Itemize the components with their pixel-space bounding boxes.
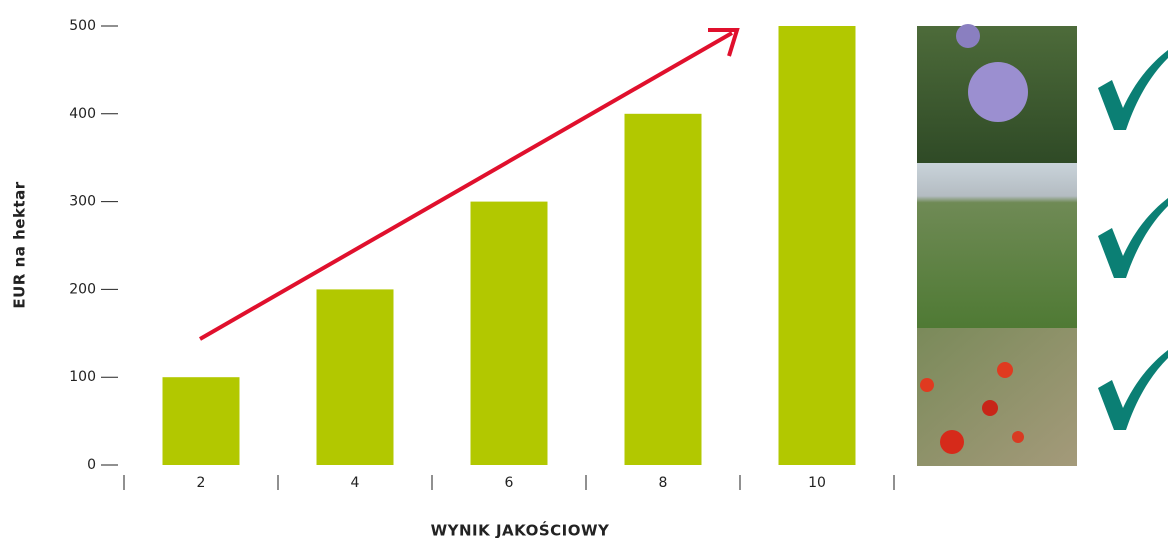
x-tick-label: 8: [659, 475, 668, 491]
trend-arrow-head: [708, 28, 740, 57]
bar: [778, 26, 856, 465]
photo-detail: [956, 24, 980, 48]
trend-arrow: [199, 31, 733, 341]
check-mark: [1098, 50, 1168, 130]
x-tick-label: 10: [808, 475, 826, 491]
photo-detail: [968, 62, 1028, 122]
check-marks: [1098, 50, 1168, 430]
photo-meadow: [917, 163, 1077, 328]
x-tick-label: 2: [197, 475, 206, 491]
photo-detail: [982, 400, 998, 416]
bar: [470, 201, 548, 465]
photo-detail: [997, 362, 1013, 378]
photo-detail: [920, 378, 934, 392]
x-tick-label: 6: [505, 475, 514, 491]
check-mark: [1098, 350, 1168, 430]
photo-detail: [940, 430, 964, 454]
y-tick-label: 400: [69, 106, 96, 122]
y-tick-label: 200: [69, 281, 96, 297]
x-axis-title: WYNIK JAKOŚCIOWY: [431, 521, 610, 538]
y-tick-label: 300: [69, 194, 96, 210]
y-tick-label: 0: [87, 457, 96, 473]
x-tick-label: 4: [351, 475, 360, 491]
bar: [316, 289, 394, 465]
bar: [624, 113, 702, 466]
y-tick-label: 500: [69, 18, 96, 34]
photo-detail: [1012, 431, 1024, 443]
y-axis-title: EUR na hektar: [11, 181, 29, 308]
check-mark: [1098, 198, 1168, 278]
bar: [162, 377, 240, 465]
y-tick-label: 100: [69, 369, 96, 385]
photos: [917, 24, 1077, 466]
